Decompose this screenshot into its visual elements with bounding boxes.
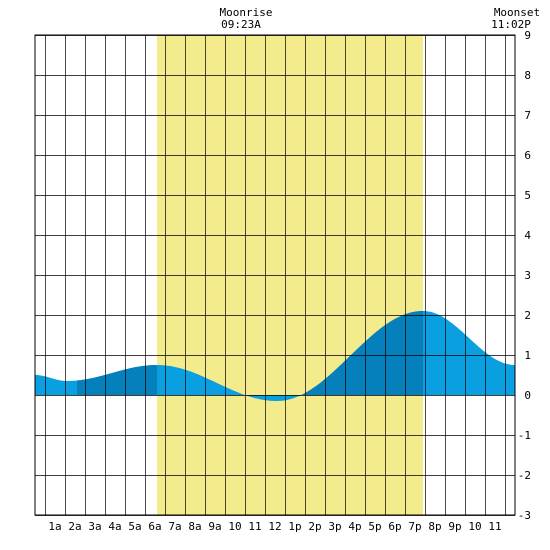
x-tick-label: 4a [108, 520, 121, 533]
plot-border [34, 34, 516, 516]
x-tick-label: 5p [368, 520, 381, 533]
x-tick-label: 5a [128, 520, 141, 533]
y-tick-label: -3 [518, 509, 531, 522]
x-tick-label: 10 [228, 520, 241, 533]
x-tick-label: 8p [428, 520, 441, 533]
y-tick-label: -1 [518, 429, 531, 442]
moonrise-label: Moonrise [220, 6, 273, 19]
x-tick-label: 3a [88, 520, 101, 533]
x-tick-label: 9a [208, 520, 221, 533]
x-tick-label: 1p [288, 520, 301, 533]
x-tick-label: 6p [388, 520, 401, 533]
y-tick-label: 1 [524, 349, 531, 362]
y-tick-label: 7 [524, 109, 531, 122]
x-tick-label: 9p [448, 520, 461, 533]
y-tick-label: 9 [524, 29, 531, 42]
x-tick-label: 8a [188, 520, 201, 533]
moonset-label: Moonset [494, 6, 540, 19]
y-tick-label: 8 [524, 69, 531, 82]
x-tick-label: 7a [168, 520, 181, 533]
y-axis-ticks: -3 -2 -1 0 1 2 3 4 5 6 7 8 9 [518, 29, 532, 522]
moonrise-time: 09:23A [221, 18, 261, 31]
moonset-time: 11:02P [491, 18, 531, 31]
x-tick-label: 11 [488, 520, 501, 533]
x-tick-label: 12 [268, 520, 281, 533]
tide-area [35, 311, 515, 401]
x-axis-ticks: 1a 2a 3a 4a 5a 6a 7a 8a 9a 10 11 12 1p 2p 3p 4p 5p 6p 7p 8p… [48, 520, 501, 533]
y-tick-label: 4 [524, 229, 531, 242]
y-tick-label: -2 [518, 469, 531, 482]
x-tick-label: 6a [148, 520, 161, 533]
y-tick-label: 6 [524, 149, 531, 162]
y-tick-label: 3 [524, 269, 531, 282]
y-tick-label: 2 [524, 309, 531, 322]
grid [35, 35, 515, 516]
tide-dark-band-2 [299, 311, 423, 397]
x-tick-label: 7p [408, 520, 421, 533]
x-tick-label: 11 [248, 520, 261, 533]
y-tick-label: 5 [524, 189, 531, 202]
tide-dark-band-1 [77, 365, 157, 395]
daylight-band [157, 35, 423, 515]
x-tick-label: 2a [68, 520, 81, 533]
y-tick-label: 0 [524, 389, 531, 402]
x-tick-label: 1a [48, 520, 61, 533]
x-tick-label: 10 [468, 520, 481, 533]
x-tick-label: 4p [348, 520, 361, 533]
x-tick-label: 2p [308, 520, 321, 533]
x-tick-label: 3p [328, 520, 341, 533]
